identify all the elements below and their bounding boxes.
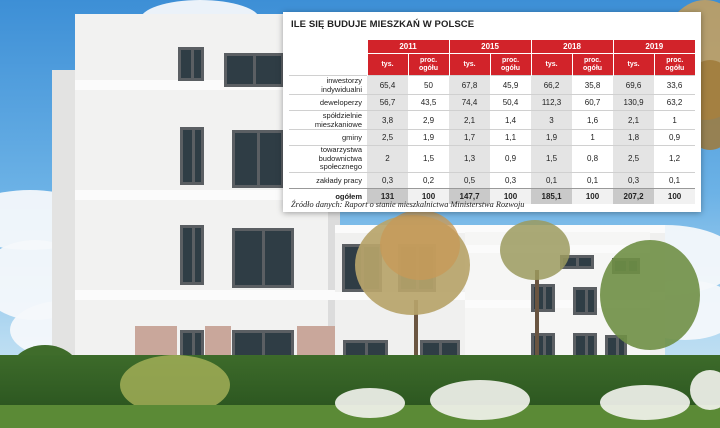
year-header: 2019 (612, 40, 696, 54)
year-header: 2018 (530, 40, 614, 54)
unit-header-percent: proc. ogółu (489, 53, 532, 76)
table-cell: 0,3 (490, 171, 532, 188)
table-cell: 0,1 (531, 171, 573, 188)
table-cell: 0,5 (449, 171, 491, 188)
table-cell: 1,2 (654, 145, 696, 172)
table-cell: 1 (572, 129, 614, 146)
unit-header-thousands: tys. (448, 53, 491, 76)
housing-table: 2011 2015 2018 2019 tys. proc. ogółu tys.… (289, 40, 696, 204)
row-label: deweloperzy (289, 94, 367, 111)
unit-header-row: tys. proc. ogółu tys. proc. ogółu tys. pro… (289, 53, 696, 76)
table-cell: 100 (572, 187, 614, 204)
table-cell: 74,4 (449, 94, 491, 111)
table-cell: 100 (408, 187, 450, 204)
table-row: deweloperzy 56,7 43,5 74,4 50,4 112,3 60… (289, 94, 696, 111)
table-cell: 1,4 (490, 110, 532, 130)
table-cell: 1 (654, 110, 696, 130)
year-header-row: 2011 2015 2018 2019 (289, 40, 696, 54)
table-cell: 2,5 (367, 129, 408, 146)
table-cell: 50,4 (490, 94, 532, 111)
table-cell: 207,2 (613, 187, 655, 204)
unit-header-thousands: tys. (366, 53, 408, 76)
table-cell: 35,8 (572, 75, 614, 95)
table-row-total: ogółem 131 100 147,7 100 185,1 100 207,2… (289, 187, 696, 204)
table-row: spółdzielnie mieszkaniowe 3,8 2,9 2,1 1,… (289, 110, 696, 130)
table-cell: 0,1 (572, 171, 614, 188)
table-cell: 147,7 (449, 187, 491, 204)
table-cell: 56,7 (367, 94, 408, 111)
table-cell: 0,9 (654, 129, 696, 146)
table-cell: 1,6 (572, 110, 614, 130)
table-cell: 0,3 (613, 171, 655, 188)
table-cell: 1,8 (613, 129, 655, 146)
table-cell: 50 (408, 75, 450, 95)
table-cell: 100 (654, 187, 696, 204)
table-row: gminy 2,5 1,9 1,7 1,1 1,9 1 1,8 0,9 (289, 129, 696, 146)
unit-header-thousands: tys. (530, 53, 573, 76)
table-cell: 112,3 (531, 94, 573, 111)
unit-header-percent: proc. ogółu (407, 53, 450, 76)
unit-header-thousands: tys. (612, 53, 655, 76)
table-cell: 1,3 (449, 145, 491, 172)
table-cell: 100 (490, 187, 532, 204)
row-label: gminy (289, 129, 367, 146)
source-note: Źródło danych: Raport o stanie mieszkaln… (291, 200, 525, 209)
table-cell: 63,2 (654, 94, 696, 111)
table-cell: 2,9 (408, 110, 450, 130)
year-header: 2015 (448, 40, 532, 54)
table-cell: 65,4 (367, 75, 408, 95)
row-label: spółdzielnie mieszkaniowe (289, 110, 367, 130)
table-cell: 1,5 (531, 145, 573, 172)
table-cell: 0,1 (654, 171, 696, 188)
table-cell: 1,7 (449, 129, 491, 146)
table-cell: 1,9 (408, 129, 450, 146)
table-cell: 67,8 (449, 75, 491, 95)
table-cell: 185,1 (531, 187, 573, 204)
table-cell: 2 (367, 145, 408, 172)
table-cell: 0,8 (572, 145, 614, 172)
table-cell: 3 (531, 110, 573, 130)
table-cell: 1,9 (531, 129, 573, 146)
table-cell: 66,2 (531, 75, 573, 95)
table-cell: 1,1 (490, 129, 532, 146)
table-cell: 2,5 (613, 145, 655, 172)
table-cell: 0,2 (408, 171, 450, 188)
row-label: zakłady pracy (289, 171, 367, 188)
table-cell: 2,1 (613, 110, 655, 130)
table-cell: 45,9 (490, 75, 532, 95)
table-title: ILE SIĘ BUDUJE MIESZKAŃ W POLSCE (291, 19, 475, 30)
table-cell: 2,1 (449, 110, 491, 130)
table-cell: 130,9 (613, 94, 655, 111)
table-cell: 60,7 (572, 94, 614, 111)
table-row: inwestorzy indywidualni 65,4 50 67,8 45,… (289, 75, 696, 95)
unit-header-percent: proc. ogółu (653, 53, 696, 76)
table-cell: 33,6 (654, 75, 696, 95)
table-cell: 3,8 (367, 110, 408, 130)
row-label: inwestorzy indywidualni (289, 75, 367, 95)
table-cell: 0,3 (367, 171, 408, 188)
table-cell: 43,5 (408, 94, 450, 111)
table-cell: 1,5 (408, 145, 450, 172)
table-cell: 0,9 (490, 145, 532, 172)
unit-header-percent: proc. ogółu (571, 53, 614, 76)
housing-table-card: ILE SIĘ BUDUJE MIESZKAŃ W POLSCE 2011 20… (283, 12, 701, 212)
table-row: zakłady pracy 0,3 0,2 0,5 0,3 0,1 0,1 0,… (289, 171, 696, 188)
table-row: towarzystwa budownictwa społecznego 2 1,5… (289, 145, 696, 172)
row-label: towarzystwa budownictwa społecznego (289, 145, 367, 172)
table-cell: 131 (367, 187, 408, 204)
row-label: ogółem (289, 187, 367, 204)
table-cell: 69,6 (613, 75, 655, 95)
year-header: 2011 (366, 40, 450, 54)
